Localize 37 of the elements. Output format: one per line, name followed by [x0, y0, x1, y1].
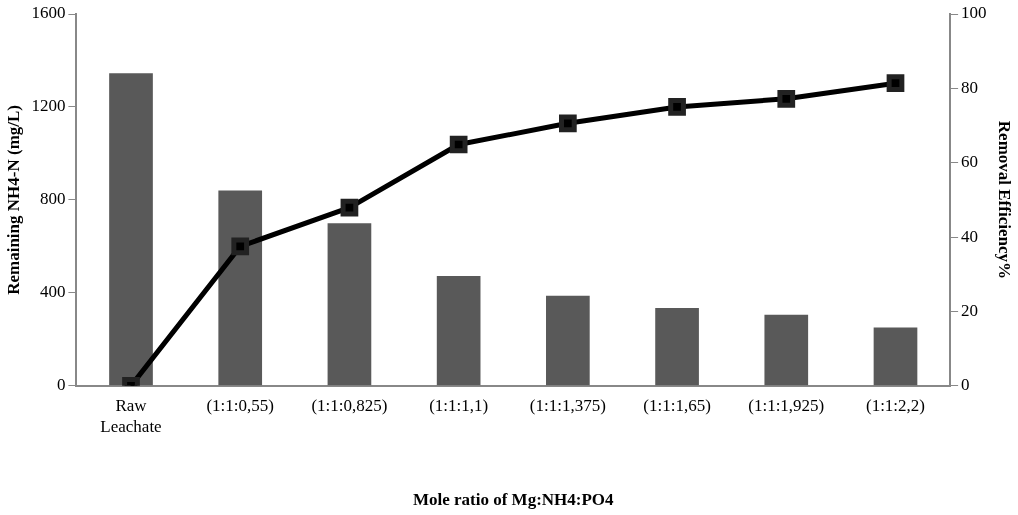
x-tick-label: (1:1:1,65) [643, 396, 711, 416]
y-tick-label: 1600 [31, 3, 66, 23]
y2-tick-label: 40 [961, 226, 979, 246]
bar [218, 190, 263, 386]
bar [436, 275, 481, 386]
y-tick-label: 0 [56, 375, 66, 395]
x-tick-label: Raw Leachate [100, 396, 162, 436]
point [886, 74, 905, 93]
x-axis-title: Mole ratio of Mg:NH4:PO4 [412, 490, 615, 510]
y2-tick-label: 60 [961, 152, 979, 172]
x-tick-label: (1:1:2,2) [865, 396, 926, 416]
y-tick-label: 800 [39, 189, 66, 209]
point [340, 198, 359, 217]
y-tick-label: 1200 [31, 96, 66, 116]
point [777, 89, 796, 108]
x-tick-label: (1:1:1,1) [429, 396, 489, 416]
bar [327, 223, 372, 386]
y-tick-label: 400 [39, 282, 66, 302]
point [668, 98, 686, 116]
x-tick-label: (1:1:1,375) [529, 396, 606, 416]
y-axis-title: Remaining NH4-N (mg/L) [3, 104, 23, 295]
y2-axis-title: Removal Efficiency% [995, 120, 1015, 279]
point [558, 114, 577, 133]
point [231, 237, 250, 256]
y2-tick-label: 20 [961, 300, 979, 320]
y2-tick-label: 80 [961, 77, 979, 97]
bar [873, 327, 918, 386]
y2-tick-label: 100 [961, 3, 987, 23]
bar [655, 307, 699, 386]
bar [109, 73, 153, 386]
x-tick-label: (1:1:1,925) [748, 396, 825, 416]
bar [764, 314, 809, 386]
y2-tick-label: 0 [961, 375, 970, 395]
x-tick-label: (1:1:0,825) [311, 396, 388, 416]
x-tick-label: (1:1:0,55) [206, 396, 274, 416]
point [449, 135, 468, 154]
bar [546, 295, 590, 386]
